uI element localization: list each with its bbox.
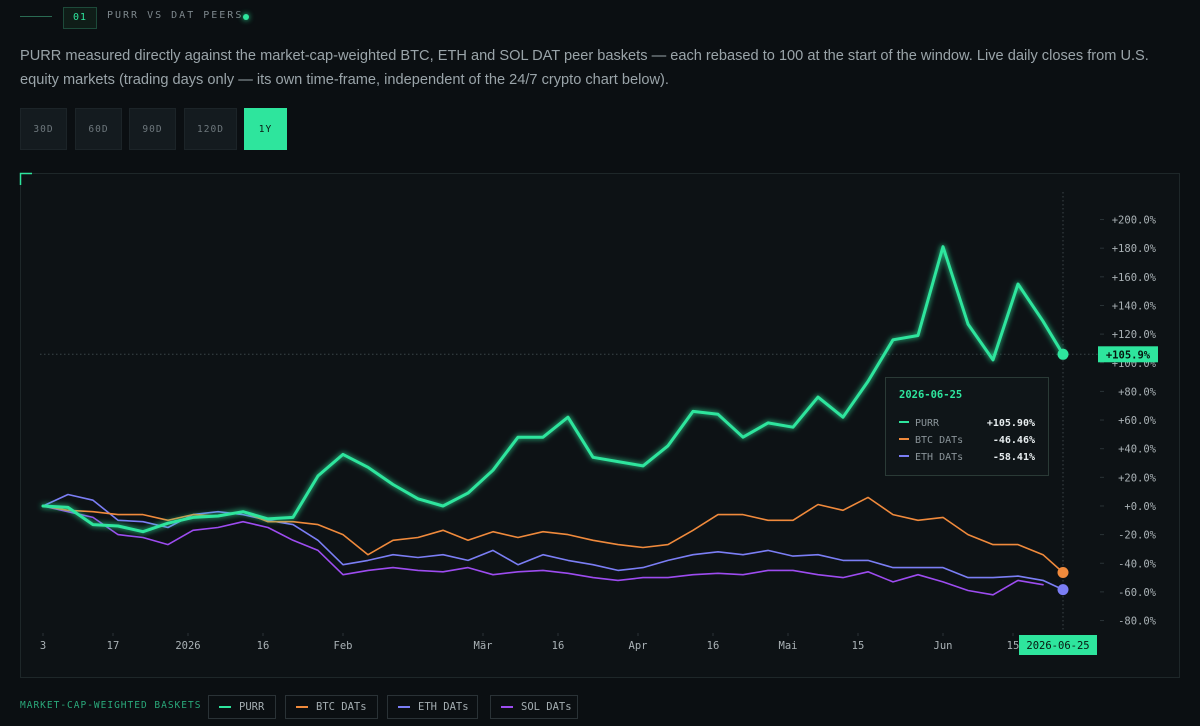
legend-item[interactable]: ETH DATs <box>387 695 478 719</box>
y-tick-label: -20.0% <box>1118 530 1157 542</box>
end-dot <box>1057 567 1069 579</box>
x-tick-label: 3 <box>40 640 46 652</box>
frame-corner <box>19 172 32 185</box>
legend-swatch <box>296 706 308 708</box>
description: PURR measured directly against the marke… <box>20 48 1149 88</box>
legend-label: BTC DATs <box>316 701 367 713</box>
range-button[interactable]: 90D <box>129 108 176 150</box>
range-button[interactable]: 120D <box>184 108 237 150</box>
x-tick-label: 17 <box>107 640 120 652</box>
y-tick-label: +0.0% <box>1124 501 1156 513</box>
end-label: +105.9% <box>1106 349 1151 361</box>
tooltip-name: PURR <box>915 418 940 429</box>
x-tick-label: 15 <box>1007 640 1020 652</box>
y-tick-label: +160.0% <box>1112 272 1157 284</box>
legend-label: ETH DATs <box>418 701 469 713</box>
series-line <box>41 245 1065 534</box>
x-tick-label: 15 <box>852 640 865 652</box>
end-dot <box>1057 348 1069 360</box>
tooltip-value: +105.90% <box>987 418 1035 429</box>
legend-title: MARKET-CAP-WEIGHTED BASKETS <box>20 700 202 711</box>
x-tick-label: 2026 <box>175 640 200 652</box>
x-tick-label: Feb <box>334 640 353 652</box>
x-tick-label: Mär <box>474 640 493 652</box>
y-tick-label: +180.0% <box>1112 243 1157 255</box>
legend-swatch <box>219 706 231 708</box>
x-tick-label: 16 <box>707 640 720 652</box>
tooltip-value: -46.46% <box>993 435 1035 446</box>
tooltip-name: ETH DATs <box>915 452 963 463</box>
range-button[interactable]: 1Y <box>244 108 287 150</box>
y-tick-label: +120.0% <box>1112 329 1157 341</box>
end-label-box <box>1098 346 1158 363</box>
legend-item[interactable]: SOL DATs <box>490 695 578 719</box>
y-tick-label: +80.0% <box>1118 386 1157 398</box>
legend-item[interactable]: BTC DATs <box>285 695 378 719</box>
legend-label: PURR <box>239 701 265 713</box>
y-tick-label: -80.0% <box>1118 616 1157 628</box>
y-tick-label: -60.0% <box>1118 587 1157 599</box>
tooltip-name: BTC DATs <box>915 435 963 446</box>
section-number: 01 <box>63 7 97 29</box>
tooltip-date: 2026-06-25 <box>899 389 962 401</box>
legend-swatch <box>398 706 410 708</box>
tooltip: 2026-06-25 PURR +105.90% BTC DATs -46.46% ETH… <box>885 377 1049 476</box>
tooltip-value: -58.41% <box>993 452 1035 463</box>
x-tick-label: Mai <box>779 640 798 652</box>
range-button[interactable]: 30D <box>20 108 67 150</box>
legend-label: SOL DATs <box>521 701 572 713</box>
y-tick-label: +200.0% <box>1112 215 1157 227</box>
section-title: PURR VS DAT PEERS <box>107 10 244 21</box>
y-tick-label: +40.0% <box>1118 444 1157 456</box>
legend-swatch <box>501 706 513 708</box>
tooltip-box <box>885 377 1049 476</box>
range-button[interactable]: 60D <box>75 108 122 150</box>
x-tick-label: Jun <box>934 640 953 652</box>
x-tick-label: Apr <box>629 640 648 652</box>
x-tick-label: 16 <box>257 640 270 652</box>
y-tick-label: +60.0% <box>1118 415 1157 427</box>
status-dot <box>243 14 249 20</box>
header-rule <box>20 16 52 17</box>
end-dot <box>1057 584 1069 596</box>
x-tick-label: 16 <box>552 640 565 652</box>
date-highlight: 2026-06-25 <box>1026 640 1089 652</box>
y-tick-label: +140.0% <box>1112 300 1157 312</box>
y-tick-label: +20.0% <box>1118 472 1157 484</box>
series-line <box>42 505 1044 596</box>
y-tick-label: -40.0% <box>1118 558 1157 570</box>
legend-item[interactable]: PURR <box>208 695 276 719</box>
date-highlight-box <box>1019 635 1097 655</box>
series-line <box>42 493 1064 591</box>
